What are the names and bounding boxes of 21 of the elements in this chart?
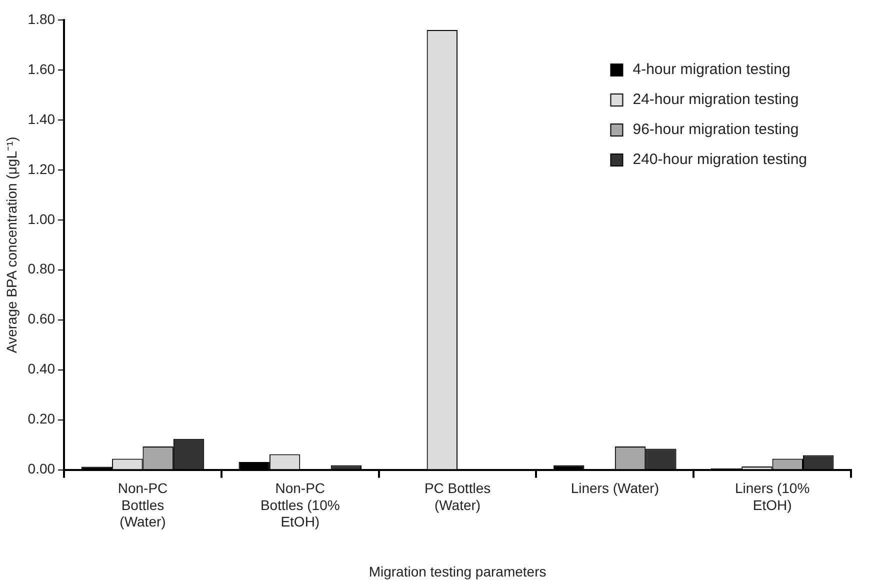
x-tick-label: Liners (10% EtOH) xyxy=(734,480,810,513)
y-axis-title: Average BPA concentration (μgL⁻¹) xyxy=(3,136,20,354)
y-tick-label: 1.20 xyxy=(28,160,56,177)
legend-label: 240-hour migration testing xyxy=(632,151,807,168)
legend-label: 4-hour migration testing xyxy=(632,61,790,78)
y-tick-label: 0.00 xyxy=(28,460,56,477)
legend-label: 96-hour migration testing xyxy=(632,121,799,138)
x-tick-label: Non-PC Bottles (Water) xyxy=(118,480,168,530)
y-tick-label: 0.60 xyxy=(28,310,56,327)
x-tick-label: Liners (Water) xyxy=(570,480,659,496)
x-tick-label: PC Bottles (Water) xyxy=(424,480,491,513)
legend-label: 24-hour migration testing xyxy=(632,91,799,108)
x-axis-title: Migration testing parameters xyxy=(368,563,546,580)
y-tick-label: 1.00 xyxy=(28,210,56,227)
y-tick-label: 0.20 xyxy=(28,410,56,427)
x-tick-label: Non-PC Bottles (10% EtOH) xyxy=(260,480,340,530)
y-tick-label: 1.60 xyxy=(28,60,56,77)
y-tick-label: 0.80 xyxy=(28,260,56,277)
y-tick-label: 0.40 xyxy=(28,360,56,377)
y-tick-label: 1.40 xyxy=(28,110,56,127)
y-tick-label: 1.80 xyxy=(28,10,56,27)
